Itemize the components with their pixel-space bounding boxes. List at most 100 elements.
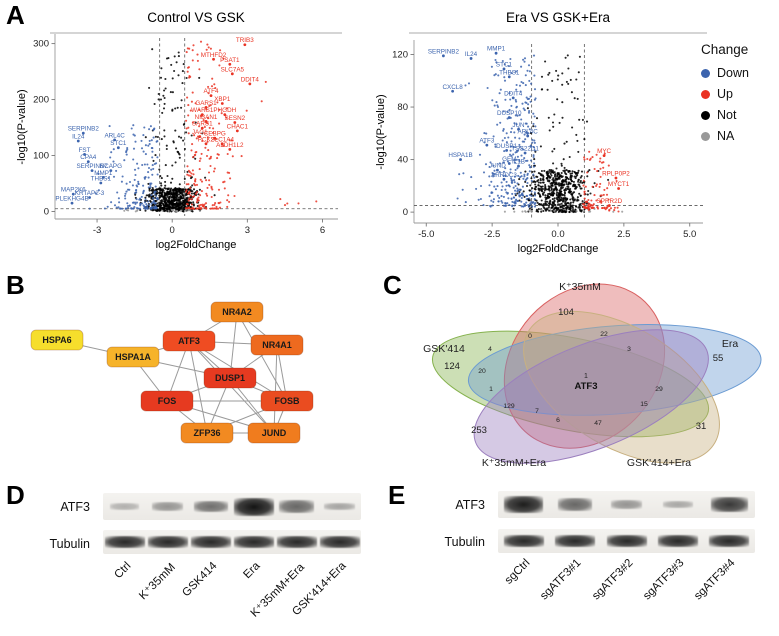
blot-e-atf3-strip bbox=[498, 491, 755, 518]
network-node-zfp36: ZFP36 bbox=[180, 422, 234, 444]
blot-e-tubulin-strip bbox=[498, 529, 755, 553]
legend-item-not: Not bbox=[701, 108, 749, 122]
point-cloud bbox=[88, 40, 318, 213]
blot-band bbox=[555, 534, 596, 548]
blot-band bbox=[504, 495, 544, 514]
blot-band bbox=[610, 500, 643, 509]
y-tick-label: 0 bbox=[44, 207, 49, 218]
venn-set-label: K⁺35mM+Era bbox=[482, 457, 546, 469]
gene-label: DUSP10 bbox=[497, 110, 522, 117]
blot-band bbox=[233, 497, 274, 516]
gene-label: XBP1 bbox=[214, 96, 231, 103]
na-dot-icon bbox=[701, 131, 710, 141]
venn-center-gene: ATF3 bbox=[574, 381, 597, 392]
x-tick-label: 6 bbox=[320, 225, 325, 236]
venn-region-count: 7 bbox=[535, 408, 539, 415]
gene-label: ARRDC3 bbox=[491, 172, 517, 179]
venn-region-count: 55 bbox=[713, 353, 724, 364]
gene-label: MYC bbox=[597, 148, 611, 155]
legend-label-na: NA bbox=[717, 129, 735, 143]
gene-label: CHAC1 bbox=[227, 123, 249, 130]
blot-d-tubulin-strip bbox=[103, 530, 361, 554]
legend-title: Change bbox=[701, 42, 749, 57]
gene-label: SESN2 bbox=[224, 115, 245, 122]
gene-label: IL24 bbox=[72, 133, 85, 140]
gene-label: RPLP0P2 bbox=[602, 170, 630, 177]
venn-region-count: 31 bbox=[696, 421, 707, 432]
gene-label: SERPINB2 bbox=[428, 48, 460, 55]
x-tick-label: -3 bbox=[93, 225, 101, 236]
volcano-plots-svg: Control VS GSK -3 0 3 6 0 100 200 300 log2FoldCha… bbox=[16, 10, 707, 255]
venn-region-count: 104 bbox=[558, 307, 574, 318]
venn-region-count: 0 bbox=[528, 333, 532, 340]
venn-region-count: 6 bbox=[556, 417, 560, 424]
not-dot-icon bbox=[701, 110, 710, 120]
node-label: HSPA6 bbox=[42, 335, 71, 345]
venn-set-label: GSK'414+Era bbox=[627, 457, 691, 469]
y-axis-label: -log10(P-value) bbox=[375, 94, 387, 169]
gene-label: JAG1 bbox=[192, 129, 208, 136]
volcano-title: Control VS GSK bbox=[147, 10, 245, 25]
x-tick-label: 0.0 bbox=[551, 229, 564, 240]
node-label: FOSB bbox=[274, 396, 300, 406]
y-tick-label: 100 bbox=[33, 151, 49, 162]
legend-item-na: NA bbox=[701, 129, 749, 143]
gene-label: DDIT4 bbox=[241, 76, 260, 83]
venn-set-label: GSK'414 bbox=[423, 343, 465, 355]
blot-band bbox=[151, 502, 184, 511]
gene-label: DUSP1 bbox=[496, 143, 517, 150]
network-node-hspa6: HSPA6 bbox=[30, 329, 84, 351]
blot-band bbox=[109, 503, 140, 510]
gene-label: PCK2 bbox=[198, 136, 215, 143]
gene-label: PSAT1 bbox=[220, 57, 240, 64]
venn-ellipses bbox=[403, 278, 774, 483]
x-tick-label: 5.0 bbox=[683, 229, 696, 240]
point-cloud bbox=[456, 54, 624, 214]
network-node-fosb: FOSB bbox=[260, 390, 314, 412]
gene-label: CEBPG bbox=[204, 131, 226, 138]
gene-label: ARL4C bbox=[104, 132, 125, 139]
gene-label: MMP1 bbox=[487, 46, 506, 53]
venn-region-count: 3 bbox=[627, 346, 631, 353]
gene-label: STC1 bbox=[110, 140, 127, 147]
x-tick-label: -2.5 bbox=[484, 229, 500, 240]
y-tick-label: 80 bbox=[397, 102, 408, 113]
y-tick-label: 300 bbox=[33, 39, 49, 50]
gene-label: SERPINB7 bbox=[76, 163, 108, 170]
venn-region-count: 20 bbox=[478, 368, 486, 375]
y-axis-label: -log10(P-value) bbox=[16, 89, 28, 164]
node-label: NR4A2 bbox=[222, 307, 252, 317]
blot-band bbox=[710, 496, 749, 513]
gene-network-svg: HSPA6 HSPA1A ATF3 NR4A2 NR4A1 DUSP1 FOS FOSB ZFP… bbox=[30, 301, 314, 444]
blot-band bbox=[657, 534, 698, 548]
node-label: JUND bbox=[262, 428, 287, 438]
gene-label: GARS1 bbox=[195, 100, 217, 107]
x-tick-label: 0 bbox=[170, 225, 175, 236]
y-tick-label: 120 bbox=[392, 50, 408, 61]
gene-label: ATF4 bbox=[204, 88, 219, 95]
venn-set-label: K⁺35mM bbox=[559, 281, 601, 293]
blot-band bbox=[662, 500, 694, 509]
blot-band bbox=[503, 534, 544, 548]
gene-label: MTHFD2 bbox=[201, 52, 227, 59]
blot-band bbox=[324, 502, 355, 511]
x-tick-label: 3 bbox=[245, 225, 250, 236]
gene-label: JUND bbox=[489, 163, 506, 170]
node-label: FOS bbox=[158, 396, 177, 406]
panel-a-label: A bbox=[6, 0, 25, 30]
network-node-jund: JUND bbox=[247, 422, 301, 444]
legend-item-up: Up bbox=[701, 87, 749, 101]
legend-label-not: Not bbox=[717, 108, 737, 122]
blot-d-atf3-strip bbox=[103, 493, 361, 520]
gene-label: THBS1 bbox=[91, 175, 112, 182]
blot-band bbox=[147, 535, 188, 549]
panel-e-label: E bbox=[388, 480, 406, 510]
blot-d-tubulin-label: Tubulin bbox=[49, 537, 90, 551]
node-label: HSPA1A bbox=[115, 352, 151, 362]
blot-band bbox=[276, 535, 317, 549]
legend-label-up: Up bbox=[717, 87, 733, 101]
blot-band bbox=[557, 498, 593, 511]
panel-b-label: B bbox=[6, 270, 25, 300]
